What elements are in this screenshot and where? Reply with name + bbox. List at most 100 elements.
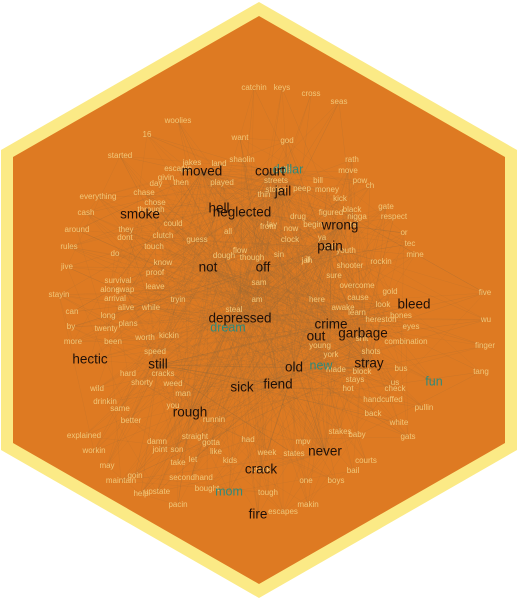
word-small-woolies: woolies	[164, 116, 192, 125]
word-small-now: now	[284, 224, 299, 233]
word-mid-garbage: garbage	[338, 326, 388, 341]
word-small-courts: courts	[355, 456, 377, 465]
word-small-here: here	[309, 295, 326, 304]
word-small-had: had	[241, 435, 254, 444]
word-mid-hectic: hectic	[72, 352, 108, 367]
word-mid-crack: crack	[245, 462, 278, 477]
word-small-everything: everything	[80, 192, 117, 201]
word-small-jah: jah	[301, 256, 313, 265]
word-small-speed: speed	[144, 347, 166, 356]
word-mid-stray: stray	[354, 356, 384, 371]
word-small-dont: dont	[117, 233, 133, 242]
word-accent-mom: mom	[215, 484, 243, 498]
word-small-money: money	[315, 185, 339, 194]
word-small-respect: respect	[381, 212, 408, 221]
word-small-clutch: clutch	[153, 231, 174, 240]
word-small-sure: sure	[326, 271, 342, 280]
word-small-rules: rules	[60, 242, 77, 251]
word-small-day: day	[150, 179, 163, 188]
word-small-gold: gold	[382, 287, 397, 296]
word-small-pullin: pullin	[415, 403, 434, 412]
word-small-man: man	[175, 389, 191, 398]
word-small-wild: wild	[89, 384, 104, 393]
word-small-let: let	[189, 455, 198, 464]
word-small-plans: plans	[118, 319, 137, 328]
word-mid-sick: sick	[230, 380, 253, 395]
word-mid-neglected: neglected	[213, 205, 272, 220]
word-small-god: god	[280, 136, 293, 145]
word-small-learn: learn	[348, 308, 366, 317]
word-small-ch: ch	[366, 181, 374, 190]
word-small-proof: proof	[146, 268, 165, 277]
word-small-mine: mine	[406, 250, 424, 259]
word-mid-court: court	[255, 164, 285, 179]
word-small-shaolin: shaolin	[229, 155, 254, 164]
word-small-white: white	[389, 418, 409, 427]
word-small-or: or	[400, 228, 407, 237]
word-small-begin: begin	[303, 220, 323, 229]
word-small-handcuffed: handcuffed	[363, 395, 402, 404]
word-small-workin: workin	[81, 446, 105, 455]
word-small-bill: bill	[313, 176, 323, 185]
word-small-kick: kick	[333, 194, 348, 203]
word-small-makin: makin	[297, 500, 318, 509]
word-small-eyes: eyes	[403, 322, 420, 331]
word-small-may: may	[99, 461, 114, 470]
word-small-bail: bail	[347, 466, 360, 475]
word-small-tec: tec	[405, 239, 416, 248]
word-mid-bleed: bleed	[397, 297, 430, 312]
word-small-escapes: escapes	[268, 507, 298, 516]
word-small-leave: leave	[145, 282, 165, 291]
word-small-while: while	[141, 303, 161, 312]
word-mid-moved: moved	[182, 164, 223, 179]
word-small-gats: gats	[400, 432, 415, 441]
word-small-son: son	[171, 445, 184, 454]
word-small-same: same	[110, 404, 130, 413]
word-small-check: check	[385, 384, 407, 393]
word-small-better: better	[121, 416, 142, 425]
word-small-explained: explained	[67, 431, 101, 440]
word-small-sam: sam	[251, 278, 266, 287]
word-small-jive: jive	[60, 262, 74, 271]
word-small-baby: baby	[348, 430, 365, 439]
word-small-back: back	[365, 409, 383, 418]
word-small-want: want	[231, 133, 250, 142]
word-small-chase: chase	[133, 188, 155, 197]
word-small-started: started	[108, 151, 132, 160]
word-small-survival: survival	[104, 276, 131, 285]
word-small-long: long	[100, 311, 115, 320]
word-small-know: know	[154, 258, 173, 267]
word-mid-pain: pain	[317, 239, 343, 254]
word-small-twenty: twenty	[94, 324, 117, 333]
word-small-can: can	[66, 307, 79, 316]
word-mid-not: not	[199, 260, 218, 275]
word-mid-out: out	[307, 329, 326, 344]
word-small-been: been	[104, 337, 122, 346]
word-small-then: then	[173, 178, 189, 187]
word-small-maintain: maintain	[106, 476, 136, 485]
word-small-like: like	[210, 447, 223, 456]
word-small-finger: finger	[475, 341, 495, 350]
word-mid-old: old	[285, 360, 303, 375]
word-small-guess: guess	[186, 235, 207, 244]
word-mid-wrong: wrong	[321, 218, 359, 233]
word-small-move: move	[338, 166, 358, 175]
word-mid-fire: fire	[249, 507, 268, 522]
word-small-joint: joint	[152, 445, 168, 454]
word-mid-rough: rough	[173, 405, 208, 420]
word-small-bus: bus	[395, 364, 408, 373]
word-small-touch: touch	[144, 242, 164, 251]
word-small-weed: weed	[162, 379, 182, 388]
word-small-worth: worth	[134, 333, 155, 342]
word-small-cause: cause	[347, 293, 369, 302]
word-small-upstate: upstate	[144, 487, 171, 496]
word-small-states: states	[283, 449, 304, 458]
word-small-do: do	[111, 249, 120, 258]
word-small-kickin: kickin	[159, 331, 179, 340]
word-small-catchin: catchin	[241, 83, 266, 92]
word-small-take: take	[170, 458, 186, 467]
word-small-clock: clock	[281, 235, 300, 244]
word-small-wu: wu	[480, 315, 491, 324]
word-mid-fiend: fiend	[263, 377, 292, 392]
